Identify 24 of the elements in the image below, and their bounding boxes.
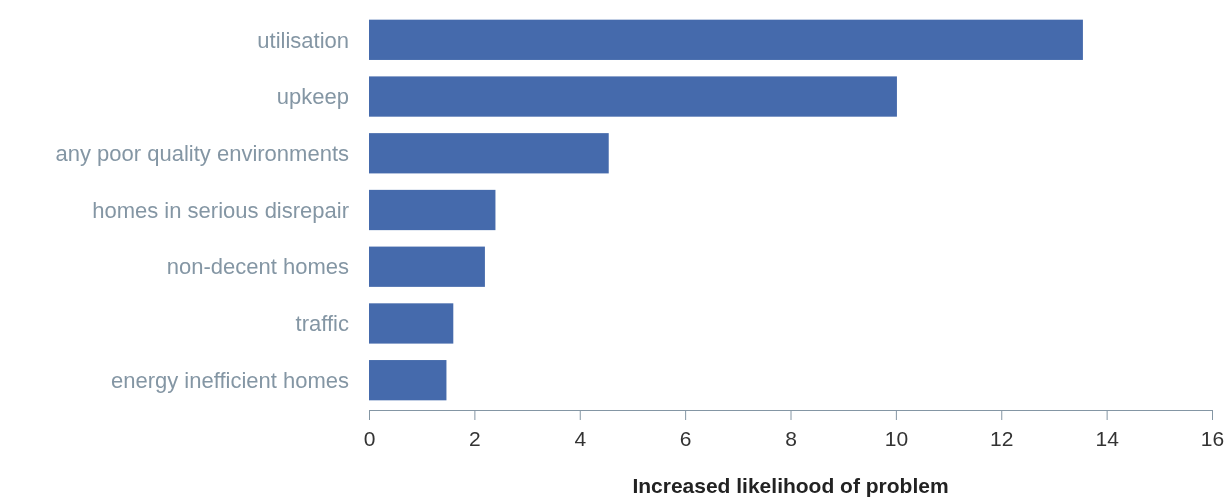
- bar: [369, 246, 485, 287]
- y-tick-label: upkeep: [276, 84, 349, 110]
- y-tick-label: energy inefficient homes: [110, 367, 349, 393]
- x-tick-label: 2: [469, 427, 481, 451]
- bar: [369, 19, 1083, 60]
- bar: [369, 303, 454, 344]
- bar: [369, 76, 897, 117]
- y-tick-label: homes in serious disrepair: [92, 197, 349, 223]
- x-tick-label: 10: [884, 427, 909, 451]
- bar: [369, 189, 496, 231]
- y-tick-label: non-decent homes: [166, 254, 349, 280]
- x-tick-label: 8: [785, 427, 797, 451]
- bar: [369, 133, 609, 174]
- x-tick-label: 4: [574, 427, 587, 451]
- x-axis-title: Increased likelihood of problem: [632, 474, 949, 497]
- x-tick-label: 0: [363, 427, 376, 451]
- y-tick-label: utilisation: [257, 27, 349, 53]
- bar: [369, 360, 447, 401]
- x-tick-label: 16: [1200, 427, 1225, 451]
- x-tick-label: 14: [1095, 427, 1120, 451]
- y-tick-label: traffic: [295, 311, 349, 337]
- x-tick-label: 12: [990, 427, 1014, 451]
- x-tick-label: 6: [679, 427, 692, 451]
- y-tick-label: any poor quality environments: [55, 140, 349, 166]
